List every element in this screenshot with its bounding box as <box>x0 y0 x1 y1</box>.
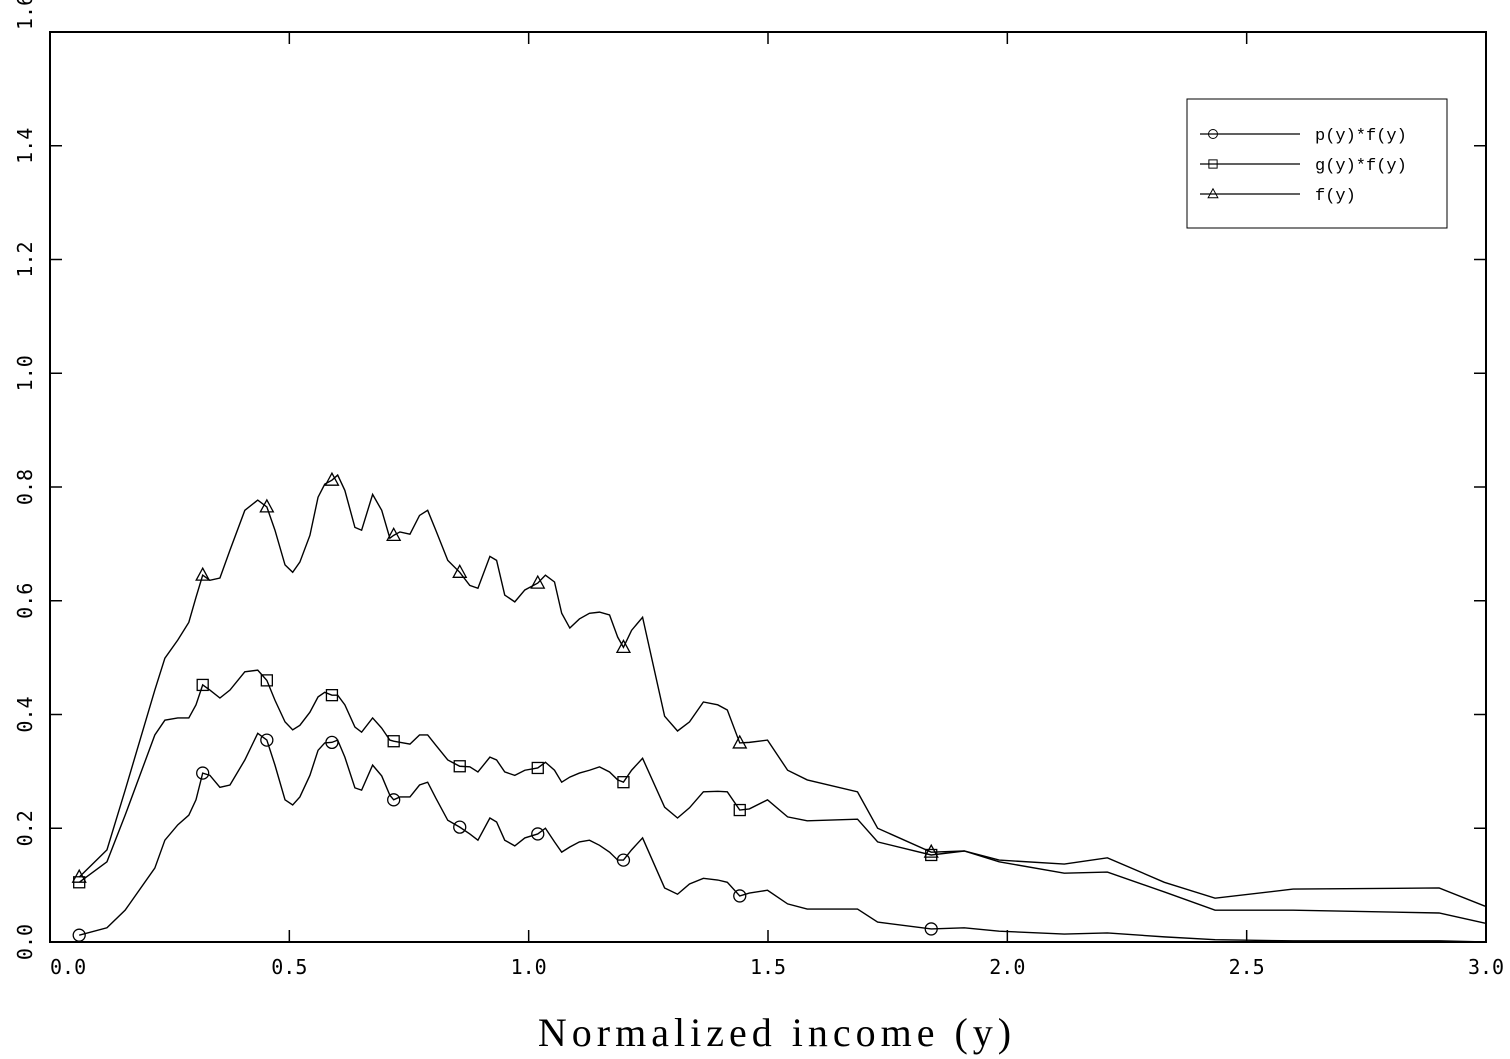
marker <box>531 827 545 841</box>
marker <box>259 498 275 513</box>
x-tick-label: 0.0 <box>50 955 86 979</box>
marker <box>732 734 748 749</box>
x-tick-label: 1.0 <box>511 955 547 979</box>
marker <box>196 766 210 780</box>
y-tick-label: 0.2 <box>13 810 37 846</box>
marker <box>616 853 631 867</box>
legend: p(y)*f(y) g(y)*f(y) f(y) <box>1186 98 1448 229</box>
marker <box>531 761 544 775</box>
y-tick-label: 1.6 <box>13 0 37 30</box>
x-tick-label: 2.5 <box>1229 955 1265 979</box>
marker <box>195 566 211 581</box>
marker <box>1208 159 1218 169</box>
x-tick-label: 3.0 <box>1468 955 1504 979</box>
y-tick-label: 0.6 <box>13 583 37 619</box>
marker <box>196 678 209 692</box>
marker <box>617 776 630 789</box>
marker <box>452 563 468 578</box>
x-tick-label: 0.5 <box>271 955 307 979</box>
x-tick-label: 1.5 <box>750 955 786 979</box>
marker <box>453 820 467 834</box>
y-tick-label: 1.0 <box>13 355 37 391</box>
y-tick-label: 0.8 <box>13 469 37 505</box>
marker <box>260 733 274 747</box>
marker <box>386 526 402 541</box>
legend-label: p(y)*f(y) <box>1315 127 1407 146</box>
series-line <box>78 669 1486 924</box>
y-tick-label: 1.4 <box>13 128 37 164</box>
y-tick-label: 1.2 <box>13 241 37 277</box>
series-line <box>79 732 1486 943</box>
marker <box>733 803 746 817</box>
marker <box>72 928 86 942</box>
marker <box>1208 129 1218 139</box>
legend-label: f(y) <box>1315 187 1356 206</box>
marker <box>923 843 939 858</box>
marker <box>387 735 400 748</box>
marker <box>325 735 339 750</box>
x-tick-label: 2.0 <box>989 955 1025 979</box>
marker <box>453 760 466 773</box>
marker <box>325 689 339 702</box>
marker <box>1207 187 1219 199</box>
series-line <box>78 473 1486 907</box>
y-tick-label: 0.0 <box>13 924 37 960</box>
marker <box>260 674 273 687</box>
marker <box>924 922 938 936</box>
legend-label: g(y)*f(y) <box>1315 157 1407 176</box>
x-axis-label: Normalized income (y) <box>538 1010 1016 1055</box>
y-tick-label: 0.4 <box>13 696 37 732</box>
marker <box>71 868 87 883</box>
marker <box>615 639 632 654</box>
marker <box>530 574 546 589</box>
marker <box>733 889 747 903</box>
marker <box>387 793 401 807</box>
marker <box>324 471 340 486</box>
